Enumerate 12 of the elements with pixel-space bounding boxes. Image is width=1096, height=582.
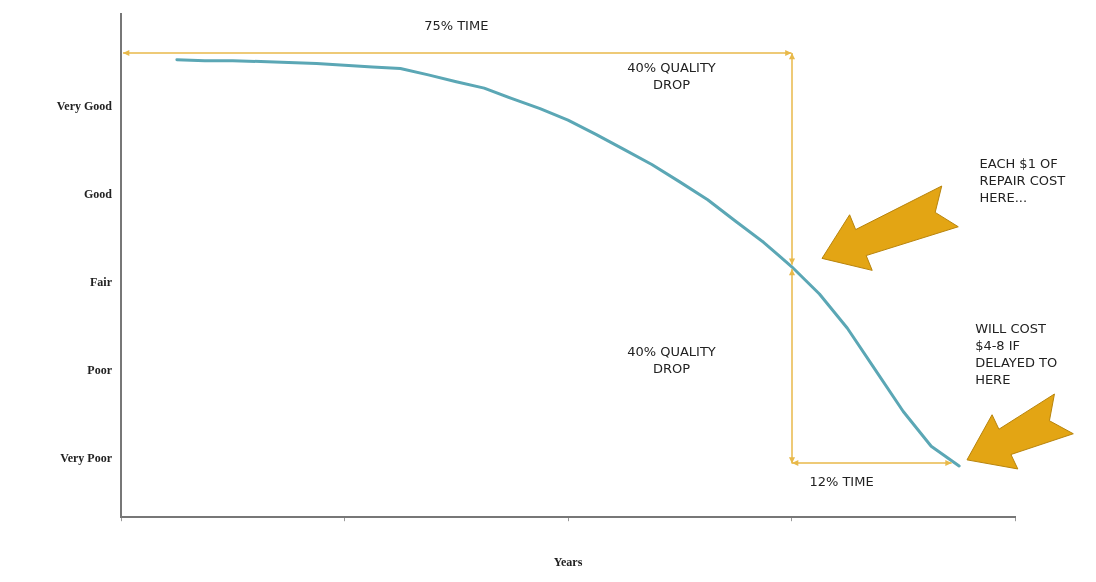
annotation: EACH $1 OF REPAIR COST HERE...: [979, 154, 1067, 206]
text: Poor: [86, 362, 112, 380]
annotation: 40% QUALITY DROP: [626, 342, 717, 377]
annotation: 12% TIME: [808, 472, 875, 490]
annotation: 40% QUALITY DROP: [626, 58, 717, 93]
text: 75% TIME: [423, 16, 490, 34]
text: Very Good: [55, 98, 112, 116]
text: Fair: [89, 274, 112, 292]
annotation: WILL COST $4-8 IF DELAYED TO HERE: [975, 319, 1059, 388]
x-axis-title: Years: [553, 554, 583, 569]
text: Very Poor: [59, 450, 112, 468]
text: Good: [83, 186, 112, 204]
